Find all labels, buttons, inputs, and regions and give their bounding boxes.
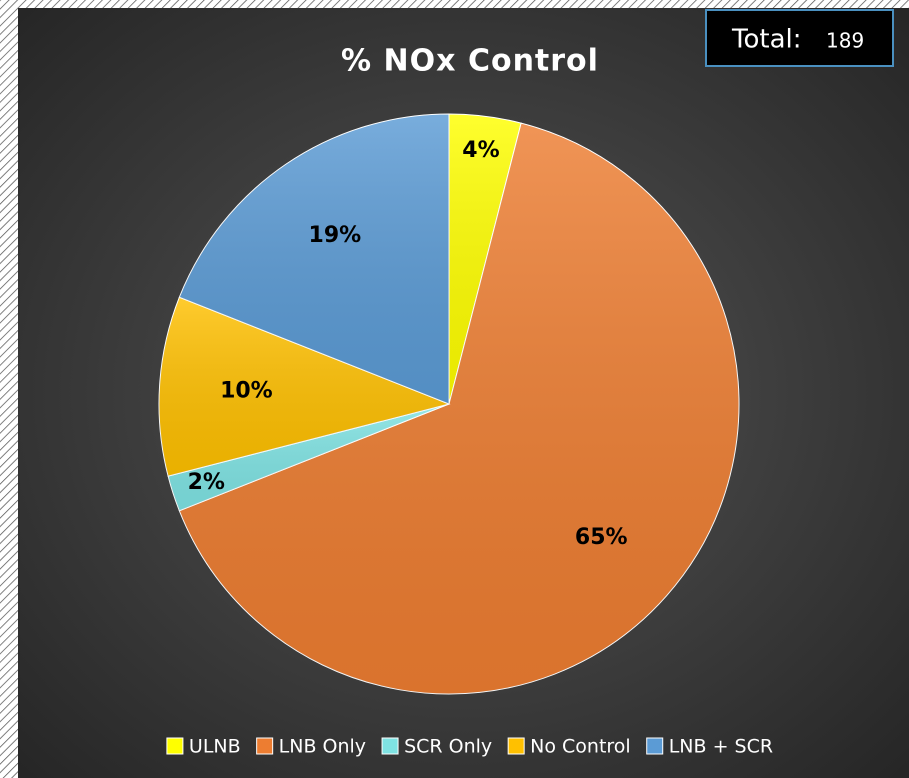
total-label: Total: <box>731 25 801 55</box>
legend-swatch <box>166 737 184 755</box>
legend: ULNB LNB Only SCR Only No Control LNB + SCR <box>166 736 773 758</box>
data-label: 10% <box>220 378 273 403</box>
total-value: 189 <box>826 29 864 53</box>
legend-label: ULNB <box>189 736 241 758</box>
legend-label: LNB + SCR <box>669 736 773 758</box>
chart-title: % NOx Control <box>341 44 599 79</box>
legend-swatch <box>646 737 664 755</box>
pie <box>158 113 740 695</box>
legend-swatch <box>256 737 274 755</box>
data-label: 65% <box>575 525 628 550</box>
legend-label: No Control <box>530 736 631 758</box>
legend-label: LNB Only <box>279 736 366 758</box>
legend-swatch <box>381 737 399 755</box>
legend-swatch <box>507 737 525 755</box>
total-box <box>705 9 894 67</box>
data-label: 4% <box>462 138 499 163</box>
data-labels: 4% 65% 2% 10% 19% <box>188 138 628 550</box>
data-label: 2% <box>188 470 225 495</box>
data-label: 19% <box>309 223 362 248</box>
legend-label: SCR Only <box>404 736 492 758</box>
